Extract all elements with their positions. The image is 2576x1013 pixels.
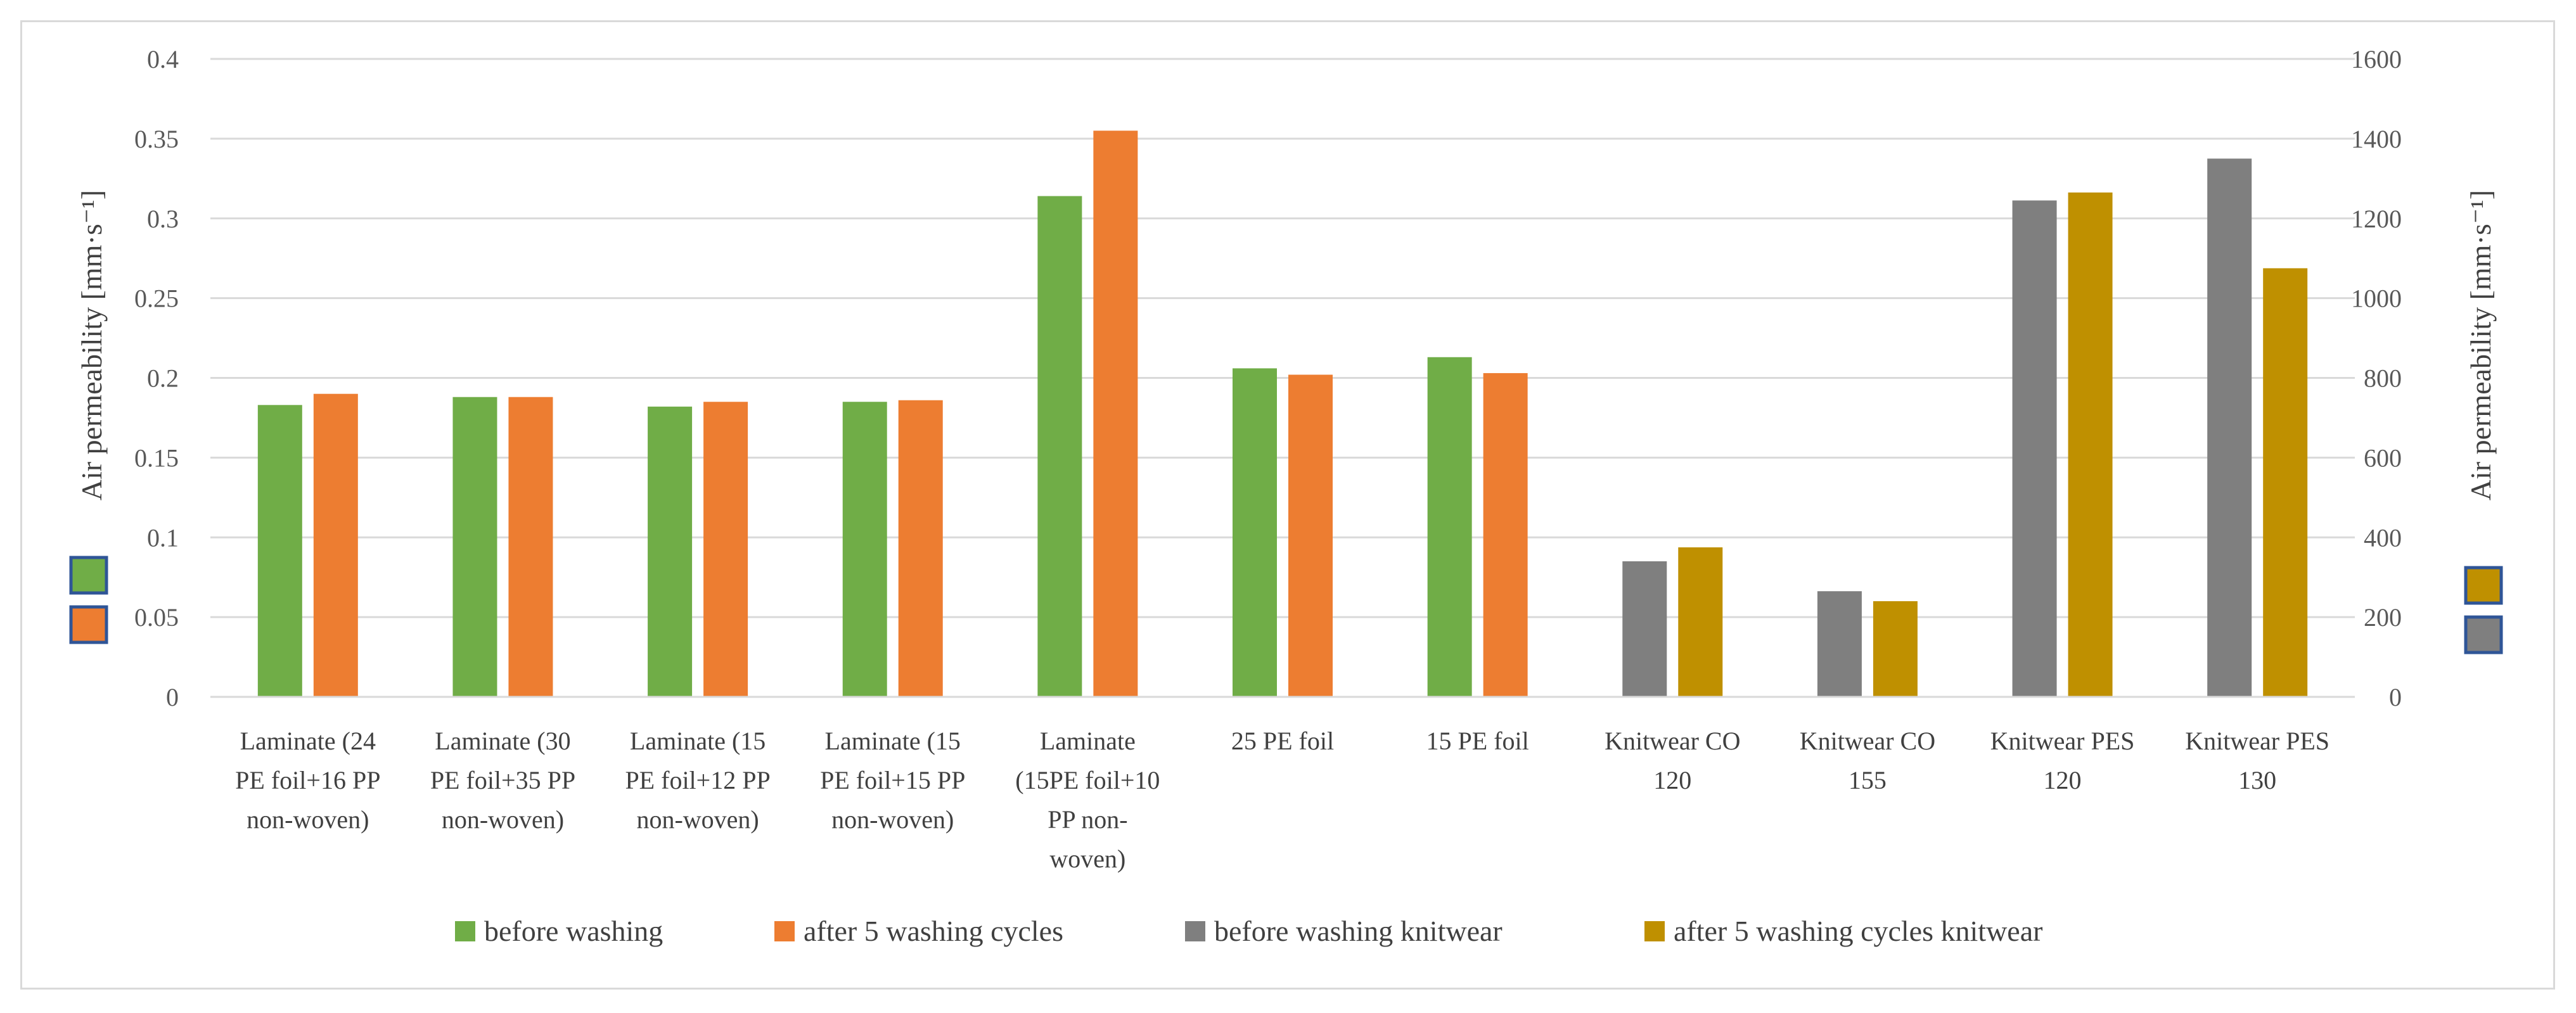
bar-before-washing — [257, 405, 302, 697]
y-left-tick-label: 0.25 — [134, 284, 179, 313]
bar-after-5-washing-cycles — [313, 393, 358, 697]
y-right-tick-label: 400 — [2364, 523, 2402, 552]
y-left-tick-label: 0 — [166, 683, 179, 711]
y-right-tick-label: 800 — [2364, 364, 2402, 393]
bar-before-washing-knitwear — [2012, 200, 2057, 698]
legend-swatch — [1644, 921, 1665, 941]
y-left-tick-label: 0.15 — [134, 443, 179, 472]
y-right-tick-label: 1200 — [2351, 205, 2402, 233]
legend-item: before washing knitwear — [1185, 915, 1503, 947]
bar-after-5-washing-cycles — [703, 402, 748, 697]
legend-item: before washing — [455, 915, 663, 947]
bar-before-washing — [452, 397, 497, 697]
category-label: Knitwear PES 130 — [2185, 727, 2329, 794]
y-left-tick-label: 0.3 — [147, 205, 179, 233]
bar-after-5-washing-cycles-knitwear — [1678, 547, 1723, 697]
y-left-tick-label: 0.1 — [147, 523, 179, 552]
y-right-tick-label: 1600 — [2351, 45, 2402, 73]
legend-swatch — [455, 921, 475, 941]
right-axis-marker — [2464, 615, 2503, 654]
bar-before-washing — [1233, 368, 1277, 697]
bars — [257, 131, 2308, 698]
bar-before-washing-knitwear — [1622, 561, 1667, 697]
axis-series-markers — [69, 556, 2503, 654]
bar-before-washing-knitwear — [1817, 591, 1862, 697]
bar-after-5-washing-cycles — [508, 397, 553, 697]
y-left-tick-label: 0.2 — [147, 364, 179, 393]
category-label: Laminate (15PE foil+10 PP non-woven) — [1015, 727, 1160, 873]
bar-before-washing — [648, 406, 693, 697]
bar-before-washing — [1427, 357, 1472, 697]
legend-label: before washing — [484, 915, 663, 947]
legend-label: after 5 washing cycles — [804, 915, 1063, 947]
legend-item: after 5 washing cycles knitwear — [1644, 915, 2042, 947]
legend: before washing after 5 washing cycles befo… — [455, 915, 2042, 947]
category-label: Knitwear PES 120 — [1990, 727, 2135, 794]
y-left-tick-label: 0.4 — [147, 45, 179, 73]
bar-after-5-washing-cycles-knitwear — [1873, 601, 1918, 697]
y-axis-left-title: Air permeability [mm·s⁻¹] — [75, 190, 108, 500]
y-right-tick-label: 0 — [2389, 683, 2402, 711]
y-right-tick-label: 1000 — [2351, 284, 2402, 313]
legend-swatch — [774, 921, 795, 941]
bar-before-washing-knitwear — [2207, 158, 2252, 697]
bar-after-5-washing-cycles-knitwear — [2068, 192, 2113, 697]
bar-before-washing — [1037, 196, 1082, 697]
gridlines — [210, 58, 2355, 618]
left-axis-marker — [69, 556, 108, 595]
category-label: Knitwear CO 155 — [1800, 727, 1935, 794]
y-axis-right-ticks: 0 200 400 600 800 1000 1200 1400 1600 — [2351, 45, 2402, 711]
left-axis-marker — [69, 605, 108, 644]
y-axis-right-title: Air permeability [mm·s⁻¹] — [2464, 190, 2497, 500]
category-label: 25 PE foil — [1231, 727, 1334, 755]
legend-label: after 5 washing cycles knitwear — [1674, 915, 2042, 947]
category-label: Laminate (30 PE foil+35 PP non-woven) — [430, 727, 575, 834]
bar-after-5-washing-cycles — [898, 400, 943, 697]
right-axis-marker — [2464, 566, 2503, 605]
bar-after-5-washing-cycles — [1093, 131, 1138, 698]
bar-after-5-washing-cycles — [1483, 373, 1528, 697]
category-label: Laminate (15 PE foil+15 PP non-woven) — [820, 727, 965, 834]
y-right-tick-label: 200 — [2364, 603, 2402, 632]
y-left-tick-label: 0.05 — [134, 603, 179, 632]
y-left-tick-label: 0.35 — [134, 125, 179, 153]
y-axis-left-ticks: 0 0.05 0.1 0.15 0.2 0.25 0.3 0.35 0.4 — [134, 45, 179, 711]
legend-label: before washing knitwear — [1214, 915, 1503, 947]
y-right-tick-label: 600 — [2364, 443, 2402, 472]
chart-frame — [20, 20, 2555, 990]
bar-after-5-washing-cycles-knitwear — [2263, 268, 2308, 697]
legend-swatch — [1185, 921, 1205, 941]
category-label: 15 PE foil — [1426, 727, 1529, 755]
bar-before-washing — [842, 402, 887, 697]
y-right-tick-label: 1400 — [2351, 125, 2402, 153]
category-label: Knitwear CO 120 — [1605, 727, 1740, 794]
category-labels: Laminate (24 PE foil+16 PP non-woven) Lamin… — [235, 727, 2329, 873]
category-label: Laminate (15 PE foil+12 PP non-woven) — [625, 727, 770, 834]
legend-item: after 5 washing cycles — [774, 915, 1063, 947]
bar-after-5-washing-cycles — [1288, 374, 1333, 697]
category-label: Laminate (24 PE foil+16 PP non-woven) — [235, 727, 380, 834]
